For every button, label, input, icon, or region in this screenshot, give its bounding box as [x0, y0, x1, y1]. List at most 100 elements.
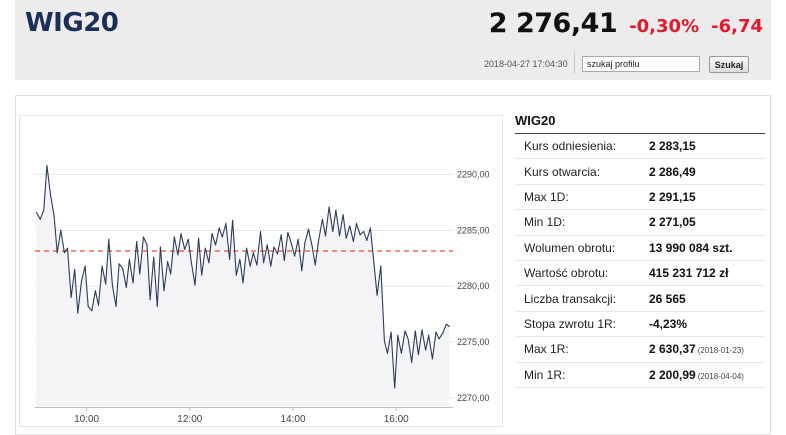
data-point [397, 334, 399, 336]
data-point [132, 282, 134, 284]
data-point [142, 236, 144, 238]
info-label: Liczba transakcji: [524, 291, 617, 306]
data-point [80, 281, 82, 283]
data-point [122, 267, 124, 269]
info-value-number: 2 200,99 [649, 367, 696, 382]
current-price: 2 276,41 [488, 8, 618, 39]
data-point [53, 215, 55, 217]
data-point [442, 332, 444, 334]
data-point [249, 265, 251, 267]
info-row: Stopa zwrotu 1R: -4,23% [515, 312, 765, 338]
data-point [180, 233, 182, 235]
data-point [60, 229, 62, 231]
data-point [239, 258, 241, 260]
data-point [301, 270, 303, 272]
data-point [349, 225, 351, 227]
data-point [256, 264, 258, 266]
info-label: Kurs odniesienia: [524, 139, 617, 154]
data-point [304, 242, 306, 244]
data-point [87, 305, 89, 307]
info-label: Max 1D: [524, 189, 569, 204]
data-point [139, 273, 141, 275]
data-point [211, 233, 213, 235]
data-point [404, 330, 406, 332]
data-point [332, 230, 334, 233]
data-point [270, 265, 272, 267]
info-row: Min 1D: 2 271,05 [515, 210, 765, 236]
data-point [380, 265, 382, 267]
data-point [184, 248, 186, 250]
quote-timestamp: 2018-04-27 17:04:30 [484, 59, 568, 69]
data-point [208, 262, 210, 264]
data-point [97, 304, 100, 306]
data-point [156, 305, 158, 307]
data-point [359, 234, 361, 236]
data-point [173, 236, 175, 238]
header-bar: WIG20 2 276,41 -0,30% -6,74 [15, 0, 771, 80]
data-point [105, 283, 107, 285]
change-percent: -0,30% [629, 16, 700, 37]
info-value: 2 271,05 [649, 215, 696, 229]
search-profile-input[interactable] [582, 56, 700, 72]
data-point [266, 244, 268, 246]
y-tick-label: 2290,00 [457, 169, 490, 179]
search-button[interactable]: Szukaj [709, 56, 749, 73]
info-value-number: -4,23% [649, 316, 688, 331]
data-point [363, 230, 365, 233]
data-point [428, 334, 430, 336]
data-point [235, 274, 237, 276]
info-value-number: 2 286,49 [649, 164, 696, 179]
info-value-number: 2 283,15 [649, 139, 696, 154]
data-point [314, 264, 316, 266]
data-point [386, 352, 389, 354]
x-tick-label: 10:00 [74, 414, 99, 425]
data-point [376, 294, 378, 296]
data-point [335, 209, 337, 211]
data-point [448, 325, 450, 328]
info-label: Min 1D: [524, 215, 566, 230]
data-point [290, 243, 293, 245]
data-point [115, 305, 117, 307]
data-point [77, 312, 79, 314]
data-point [170, 273, 172, 275]
data-point [259, 230, 262, 233]
info-value: -4,23% [649, 317, 687, 331]
data-point [294, 255, 296, 257]
intraday-chart: 2290,00 2285,00 2280,00 2275,00 2270,00 10:00… [19, 115, 503, 427]
data-point [435, 331, 437, 333]
data-point [187, 238, 189, 240]
data-point [221, 236, 223, 238]
info-label: Kurs otwarcia: [524, 164, 601, 179]
data-point [352, 240, 354, 243]
data-point [70, 296, 72, 298]
info-value: 13 990 084 szt. [649, 241, 732, 255]
data-point [91, 310, 93, 312]
info-value-number: 2 630,37 [649, 342, 696, 357]
divider [574, 52, 575, 74]
data-point [280, 234, 282, 236]
info-label: Max 1R: [524, 342, 569, 357]
data-point [246, 247, 248, 249]
data-point [421, 329, 423, 331]
info-row: Wolumen obrotu: 13 990 084 szt. [515, 236, 765, 261]
info-row: Liczba transakcji: 26 565 [515, 286, 765, 312]
data-point [153, 256, 155, 258]
info-row: Max 1D: 2 291,15 [515, 185, 765, 211]
data-point [35, 211, 38, 213]
data-point [136, 240, 138, 243]
data-point [383, 340, 385, 342]
data-point [342, 214, 344, 216]
data-point [355, 223, 358, 225]
data-point [56, 252, 58, 254]
info-row: Kurs odniesienia: 2 283,15 [515, 134, 765, 160]
data-point [324, 235, 327, 237]
data-point [39, 218, 41, 220]
data-point [149, 299, 151, 301]
data-point [345, 237, 347, 239]
data-point [74, 268, 76, 271]
data-point [338, 235, 341, 237]
x-tick-label: 14:00 [281, 414, 306, 425]
quote-info-table: WIG20 Kurs odniesienia: 2 283,15 Kurs otwa… [515, 113, 765, 388]
info-value-number: 2 271,05 [649, 215, 696, 230]
data-point [318, 238, 320, 240]
